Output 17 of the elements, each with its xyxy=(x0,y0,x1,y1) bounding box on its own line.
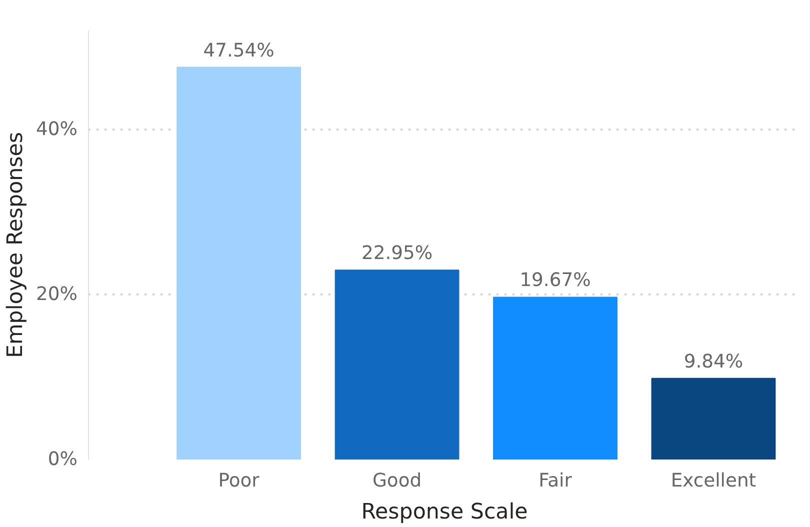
x-tick-label: Fair xyxy=(538,470,572,492)
x-tick-label: Excellent xyxy=(670,470,756,492)
bar xyxy=(651,378,776,460)
bar xyxy=(493,296,618,460)
data-label: 9.84% xyxy=(684,351,744,372)
data-label: 22.95% xyxy=(361,243,433,264)
data-label: 47.54% xyxy=(203,40,274,62)
x-axis-title: Response Scale xyxy=(361,500,528,524)
data-label: 19.67% xyxy=(520,270,591,292)
y-tick-label: 20% xyxy=(36,284,78,305)
y-axis-title: Employee Responses xyxy=(3,132,28,358)
x-tick-label: Good xyxy=(372,470,422,492)
y-tick-label: 0% xyxy=(48,449,78,470)
bar xyxy=(334,270,460,460)
bar xyxy=(176,66,302,460)
y-tick-label: 40% xyxy=(36,119,78,140)
x-tick-label: Poor xyxy=(218,470,260,492)
